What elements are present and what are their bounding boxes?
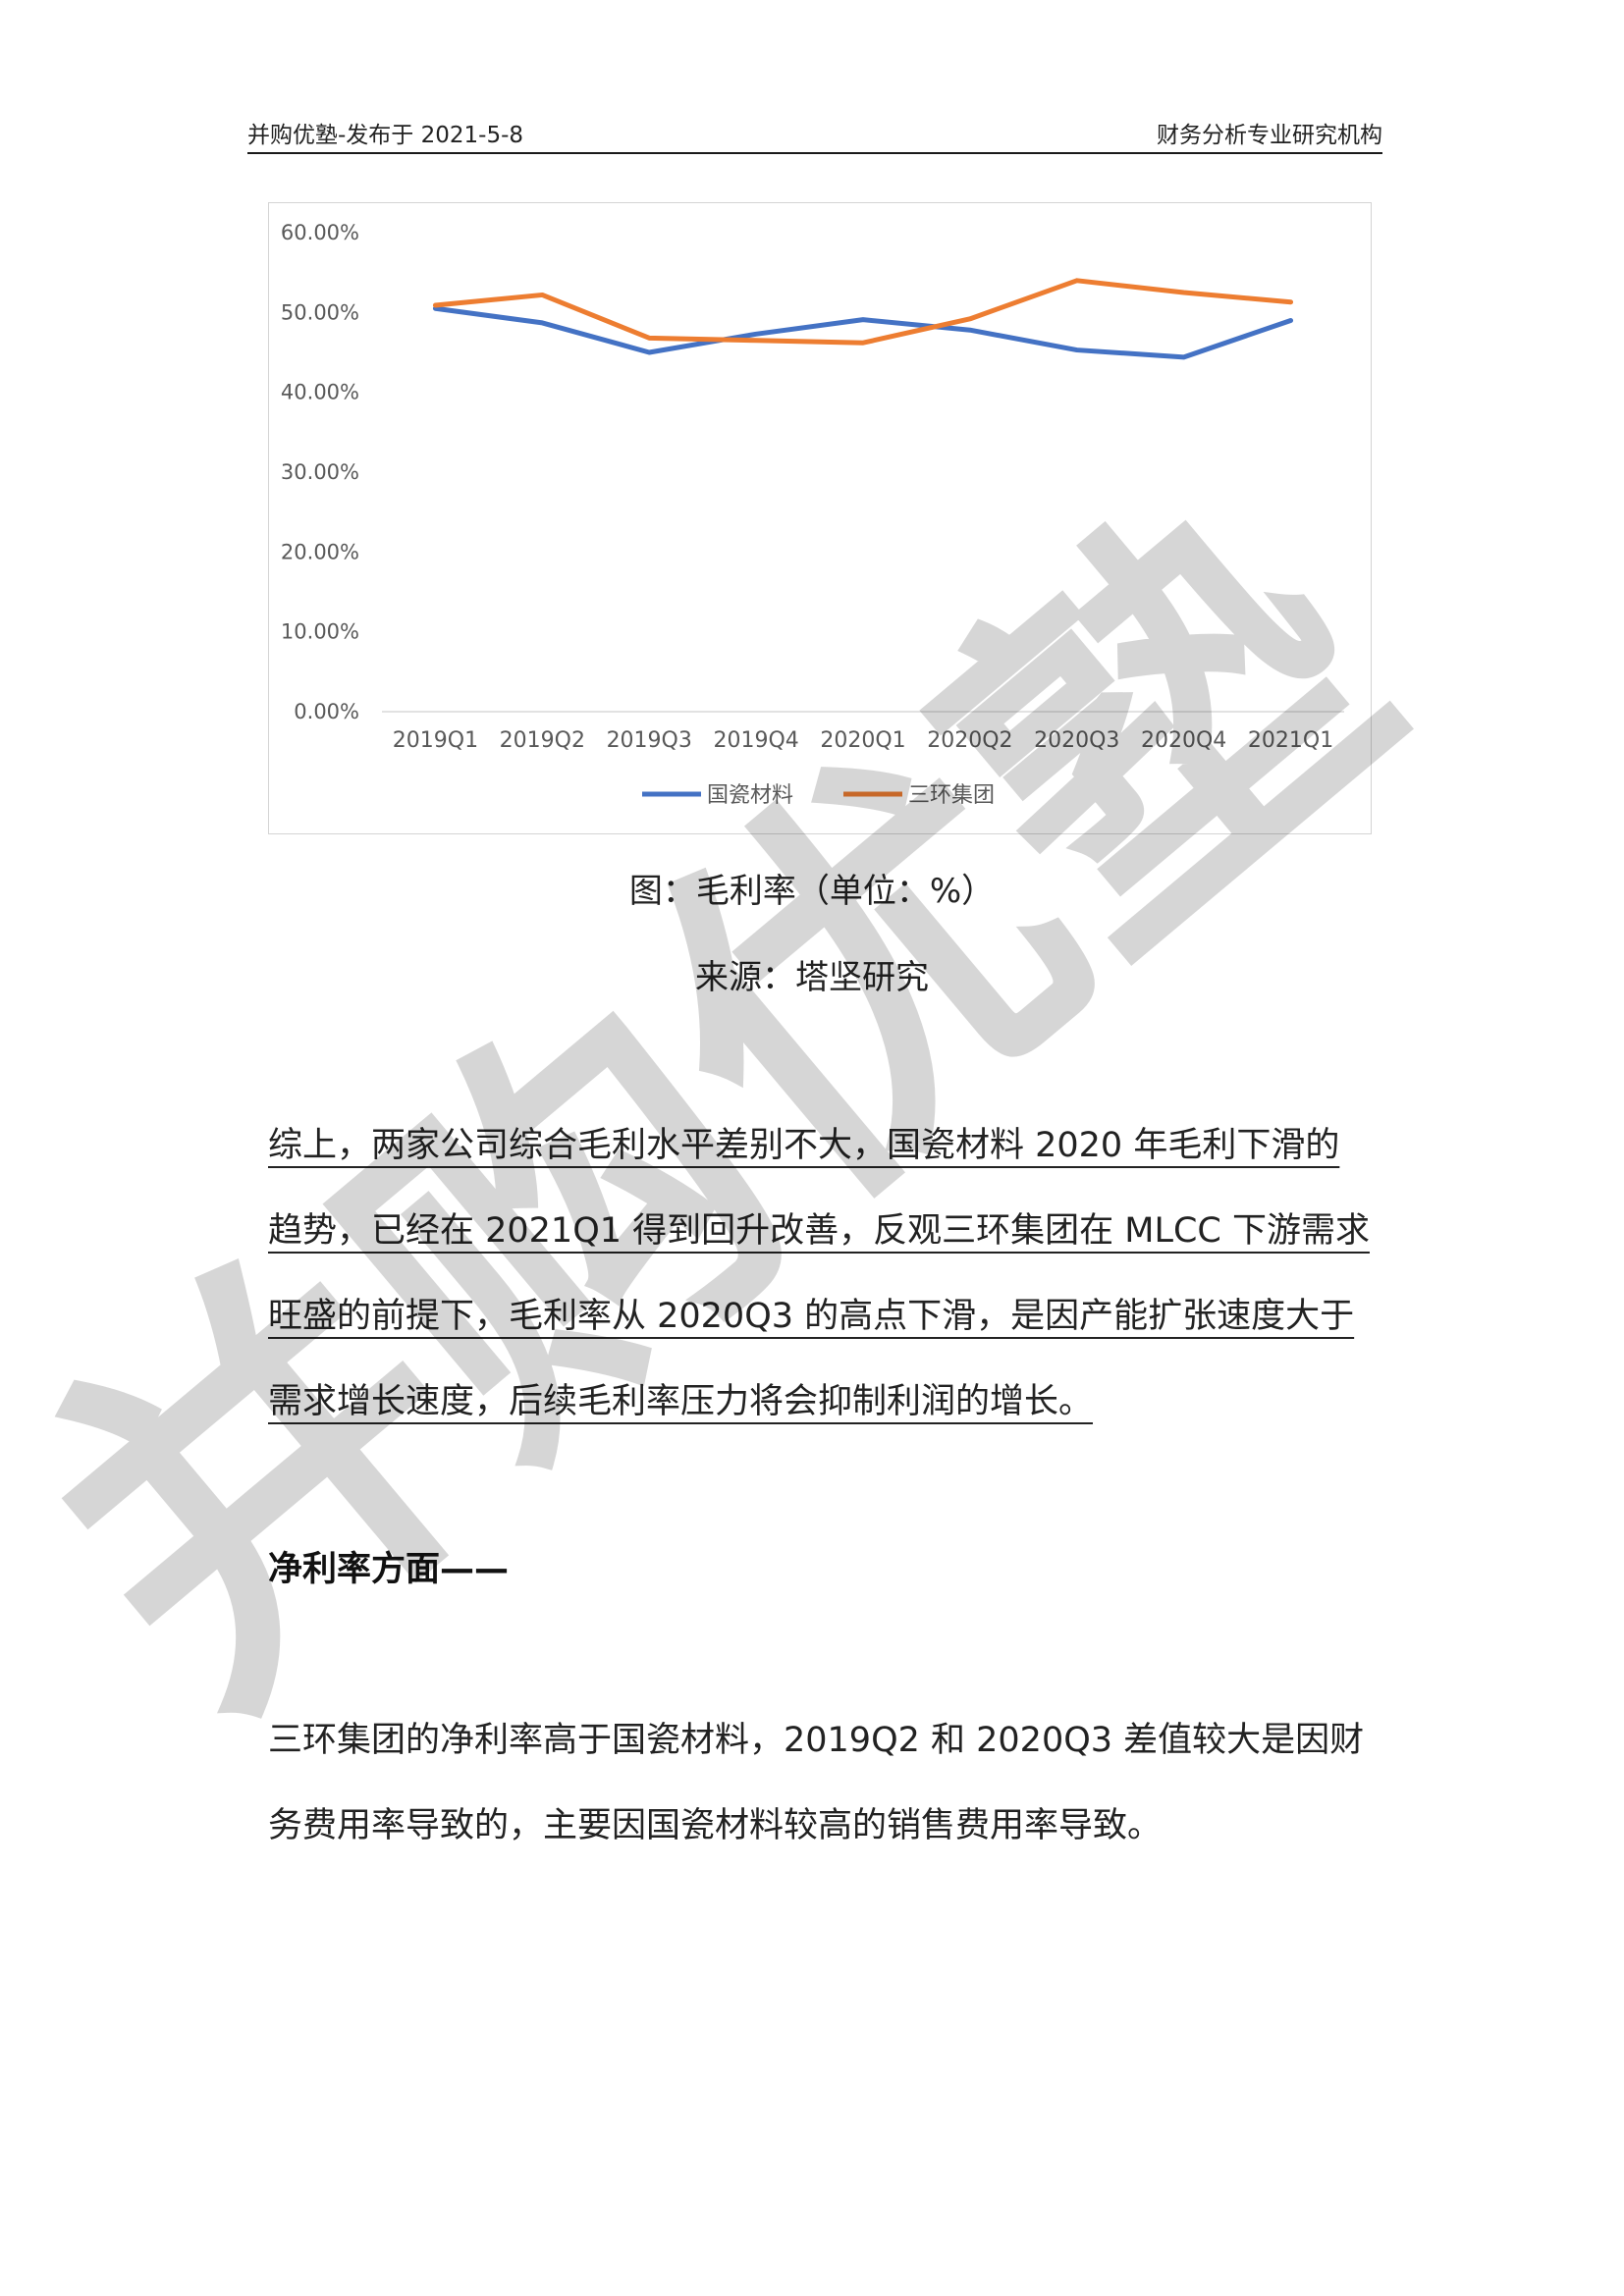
header-tagline: 财务分析专业研究机构 (1157, 123, 1382, 148)
gross-margin-chart: 0.00% 10.00% 20.00% 30.00% 40.00% 50.00% 60.00… (268, 202, 1372, 834)
series-line (432, 278, 1294, 346)
x-tick-label: 2021Q1 (1248, 728, 1333, 753)
chart-canvas: 0.00% 10.00% 20.00% 30.00% 40.00% 50.00% 60.00… (281, 221, 1344, 808)
y-tick-label: 10.00% (281, 620, 359, 644)
x-tick-label: 2019Q1 (393, 728, 478, 753)
legend-label: 三环集团 (908, 783, 995, 808)
x-tick-label: 2019Q2 (500, 728, 585, 753)
y-tick-label: 20.00% (281, 540, 359, 563)
x-tick-label: 2020Q1 (820, 728, 905, 753)
legend-label: 国瓷材料 (707, 783, 793, 808)
series-line (432, 305, 1294, 360)
x-tick-label: 2020Q4 (1141, 728, 1226, 753)
y-tick-label: 30.00% (281, 460, 359, 484)
figure-caption: 图：毛利率（单位：%） (628, 872, 996, 911)
x-tick-label: 2019Q4 (713, 728, 798, 753)
net-margin-paragraph: 三环集团的净利率高于国瓷材料，2019Q2 和 2020Q3 差值较大是因财务费… (268, 1721, 1365, 1845)
section-heading: 净利率方面—— (268, 1550, 510, 1589)
figure-source: 来源：塔坚研究 (695, 958, 929, 997)
y-tick-label: 60.00% (281, 221, 359, 244)
y-tick-label: 40.00% (281, 381, 359, 404)
x-tick-label: 2019Q3 (607, 728, 692, 753)
x-tick-label: 2020Q2 (927, 728, 1012, 753)
x-tick-label: 2020Q3 (1034, 728, 1119, 753)
header-publisher: 并购优塾-发布于 2021-5-8 (247, 123, 524, 148)
header-divider (247, 152, 1382, 154)
y-tick-label: 50.00% (281, 300, 359, 324)
summary-paragraph: 综上，两家公司综合毛利水平差别不大，国瓷材料 2020 年毛利下滑的趋势，已经在… (268, 1126, 1370, 1421)
y-tick-label: 0.00% (294, 700, 359, 723)
